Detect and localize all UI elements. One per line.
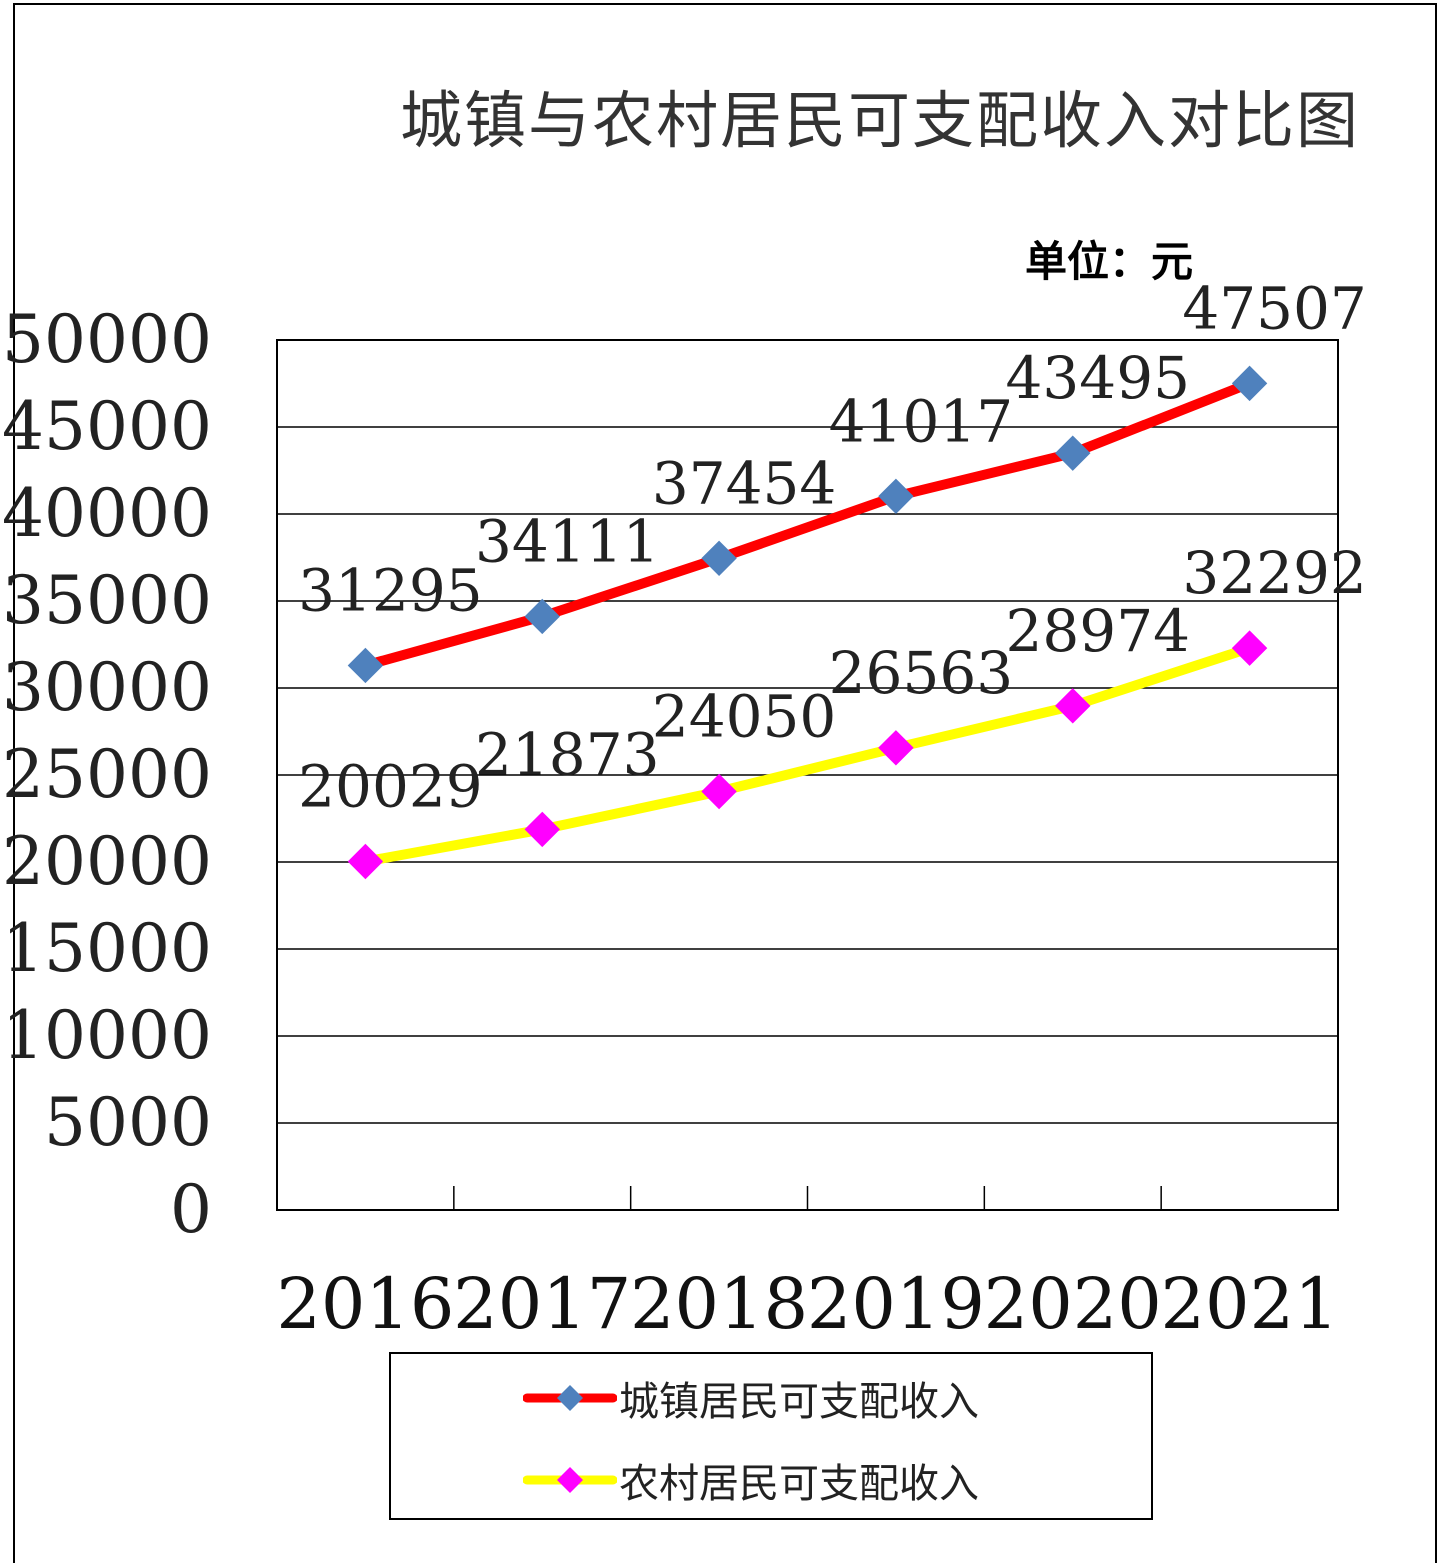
y-tick-label: 0	[170, 1171, 212, 1248]
chart-frame	[13, 3, 1437, 1563]
y-tick-label: 30000	[2, 649, 212, 726]
series-line-0	[360, 378, 1255, 671]
y-tick-label: 15000	[2, 910, 212, 987]
y-tick-label: 50000	[2, 301, 212, 378]
data-point-marker	[1055, 435, 1091, 471]
y-tick-label: 5000	[44, 1084, 212, 1161]
y-tick-label: 10000	[2, 997, 212, 1074]
legend-label-urban: 城镇居民可支配收入	[619, 1379, 979, 1425]
data-point-marker	[701, 540, 737, 577]
y-tick-label: 45000	[2, 388, 212, 465]
legend-item-rural: 农村居民可支配收入	[523, 1450, 979, 1510]
data-label: 21873	[475, 720, 660, 788]
chart-title: 城镇与农村居民可支配收入对比图	[400, 84, 1361, 157]
data-point-marker	[347, 843, 384, 880]
series-line-1	[360, 643, 1255, 867]
y-tick-label: 35000	[2, 562, 212, 639]
legend-label-rural: 农村居民可支配收入	[619, 1461, 979, 1507]
data-point-marker	[701, 773, 737, 810]
data-label: 20029	[298, 752, 483, 820]
x-tick-label: 2021	[1161, 1263, 1339, 1345]
data-label: 43495	[1005, 344, 1190, 412]
data-label: 37454	[652, 449, 837, 517]
data-label: 26563	[829, 639, 1014, 707]
x-tick-label: 2020	[984, 1263, 1162, 1345]
y-tick-label: 40000	[2, 475, 212, 552]
legend-item-urban: 城镇居民可支配收入	[523, 1368, 979, 1428]
y-tick-label: 20000	[2, 823, 212, 900]
data-label: 31295	[298, 556, 483, 624]
data-point-marker	[1231, 365, 1268, 402]
legend-swatch-urban	[523, 1385, 617, 1411]
data-label: 24050	[652, 683, 837, 751]
data-point-marker	[347, 647, 384, 684]
y-tick-label: 25000	[2, 736, 212, 813]
legend: 城镇居民可支配收入 农村居民可支配收入	[389, 1352, 1153, 1520]
data-label: 28974	[1005, 597, 1190, 665]
data-point-marker	[878, 478, 914, 515]
data-label: 32292	[1182, 539, 1367, 607]
data-point-marker	[1055, 688, 1091, 724]
x-tick-label: 2019	[807, 1263, 985, 1345]
data-label: 47507	[1182, 274, 1367, 342]
unit-label: 单位：元	[1025, 237, 1194, 286]
x-tick-label: 2017	[453, 1263, 631, 1345]
data-point-marker	[524, 598, 560, 635]
x-tick-label: 2018	[630, 1263, 808, 1345]
data-label: 41017	[829, 387, 1014, 455]
x-tick-label: 2016	[276, 1263, 454, 1345]
legend-swatch-rural	[523, 1467, 617, 1493]
data-point-marker	[524, 811, 560, 848]
data-label: 34111	[475, 507, 660, 575]
data-point-marker	[878, 730, 914, 766]
data-point-marker	[1231, 630, 1268, 666]
